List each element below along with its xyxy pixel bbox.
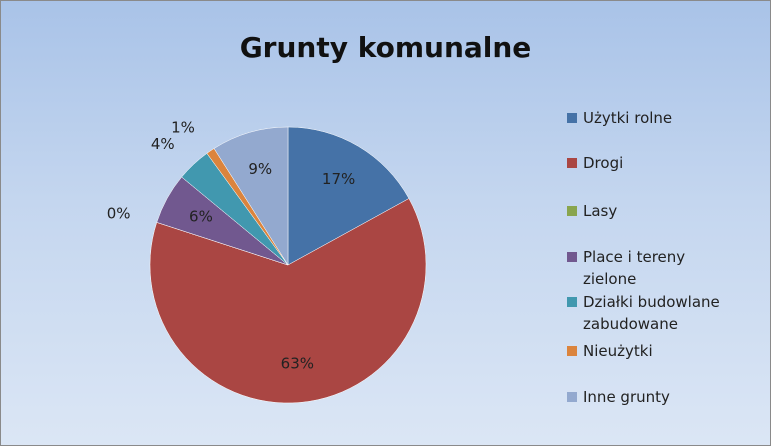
legend-item: Nieużytki	[567, 340, 747, 362]
legend-swatch	[567, 346, 577, 356]
legend-item: Drogi	[567, 152, 747, 174]
legend-swatch	[567, 297, 577, 307]
legend-item: Użytki rolne	[567, 107, 747, 129]
legend-item: Lasy	[567, 200, 747, 222]
legend-swatch	[567, 392, 577, 402]
legend-swatch	[567, 158, 577, 168]
legend-item: Inne grunty	[567, 386, 747, 408]
data-label: 1%	[171, 119, 195, 137]
legend-label: Place i tereny zielone	[583, 248, 686, 288]
data-label: 0%	[107, 204, 131, 222]
data-label: 4%	[151, 135, 175, 153]
data-label: 63%	[281, 354, 314, 372]
legend-label: Lasy	[583, 202, 618, 220]
pie-slice	[213, 126, 289, 266]
legend-label: Użytki rolne	[583, 109, 673, 127]
data-label: 17%	[322, 170, 355, 188]
legend-item: Działki budowlane zabudowane	[567, 291, 747, 335]
legend-swatch	[567, 206, 577, 216]
legend-item: Place i tereny zielone	[567, 246, 747, 290]
legend-swatch	[567, 252, 577, 262]
data-label: 6%	[189, 208, 213, 226]
pie-slice	[149, 198, 427, 404]
data-label: 9%	[248, 160, 272, 178]
chart-title: Grunty komunalne	[239, 31, 532, 64]
legend-label: Drogi	[583, 154, 624, 172]
legend-swatch	[567, 113, 577, 123]
legend-label: Inne grunty	[583, 388, 670, 406]
pie-slice	[287, 126, 410, 266]
legend-label: Działki budowlane zabudowane	[583, 293, 720, 333]
legend-label: Nieużytki	[583, 342, 653, 360]
